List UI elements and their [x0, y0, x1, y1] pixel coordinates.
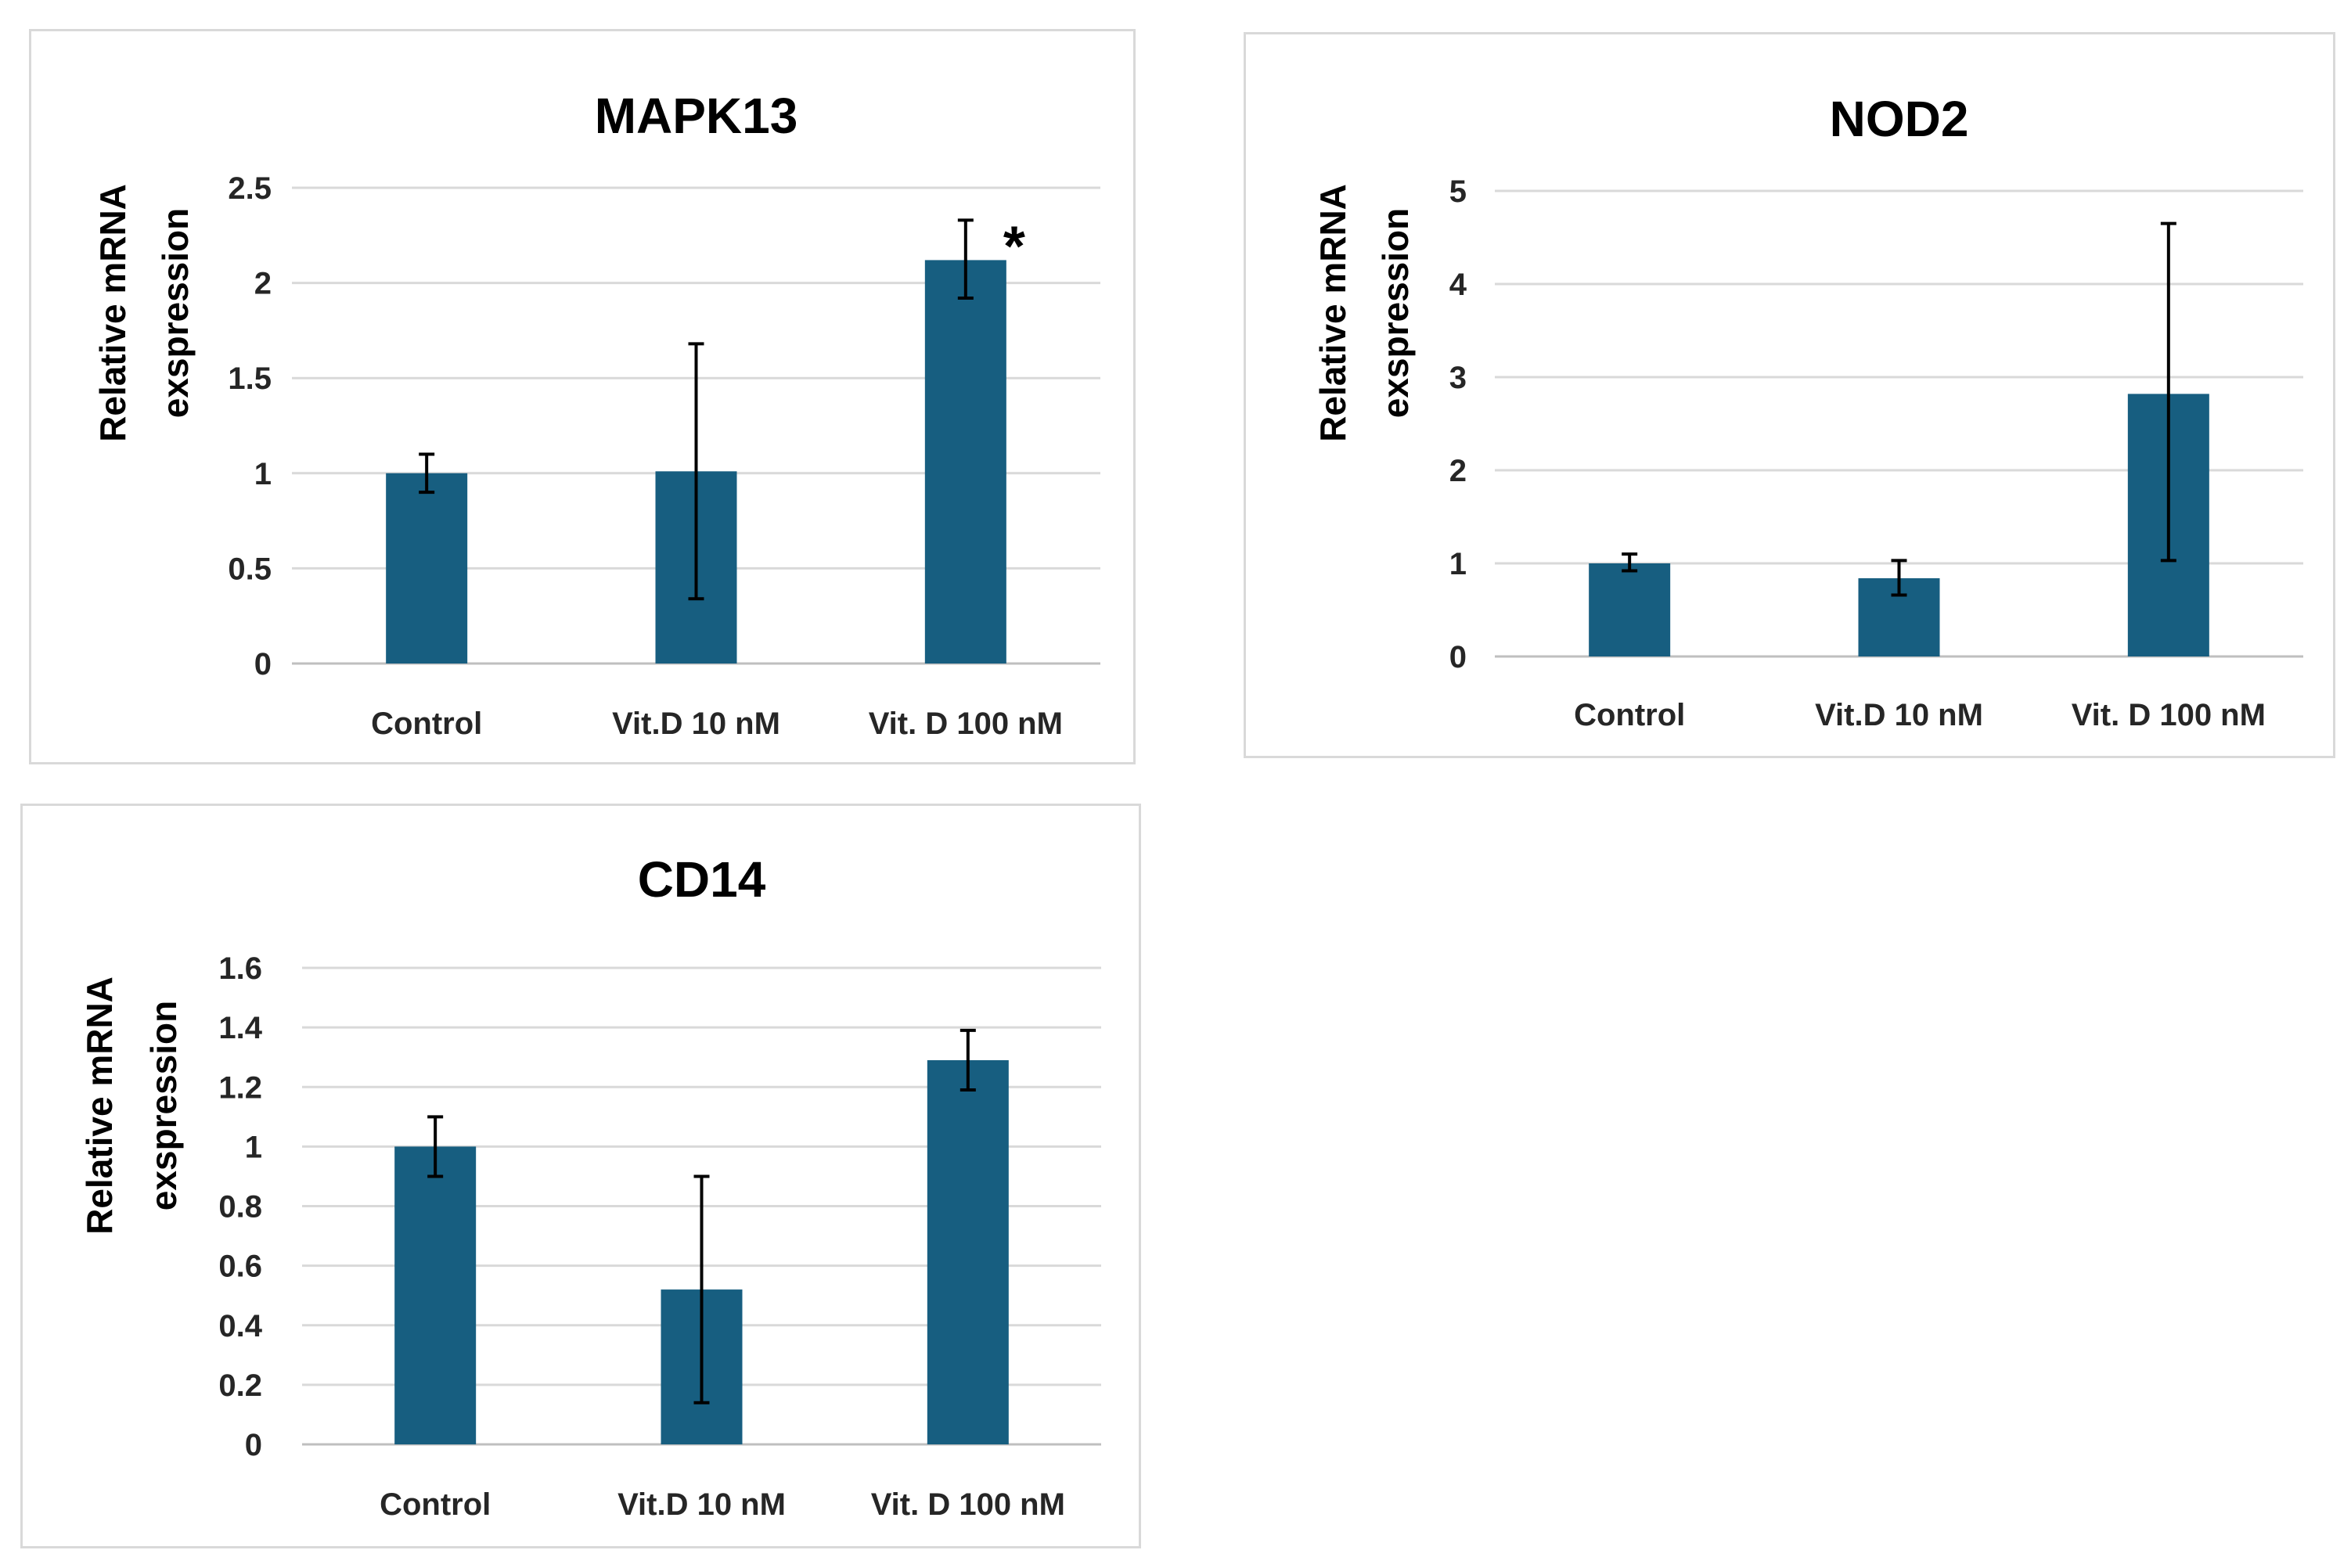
x-tick-label: Vit.D 10 nM — [617, 1487, 786, 1522]
y-tick-label: 1 — [1449, 547, 1467, 581]
y-axis-label: exspression — [155, 208, 196, 418]
y-axis-label: Relative mRNA — [79, 976, 120, 1235]
bar-control — [1589, 563, 1671, 656]
y-tick-label: 1.6 — [218, 951, 262, 986]
x-tick-label: Vit. D 100 nM — [871, 1487, 1065, 1522]
bar-control — [394, 1146, 477, 1444]
y-tick-label: 1.2 — [218, 1070, 262, 1105]
chart-panel-cd14: CD14 Relative mRNA exspression 0 0.2 0.4 0.6 0.… — [20, 804, 1141, 1548]
x-tick-label: Vit.D 10 nM — [612, 707, 780, 741]
y-tick-label: 0 — [254, 647, 272, 682]
y-tick-label: 2 — [254, 267, 272, 301]
y-axis-label: exspression — [143, 1001, 184, 1210]
bar-control — [386, 473, 468, 664]
y-tick-label: 0 — [1449, 640, 1467, 674]
significance-star: * — [1003, 215, 1025, 278]
y-tick-label: 1.5 — [228, 361, 272, 396]
x-tick-label: Control — [380, 1487, 491, 1522]
x-tick-label: Vit.D 10 nM — [1815, 698, 1983, 732]
y-tick-label: 2.5 — [228, 171, 272, 206]
x-tick-label: Control — [371, 707, 482, 741]
bar-vit-d-100-nm — [924, 260, 1006, 664]
y-tick-label: 4 — [1449, 268, 1467, 302]
y-axis-label: Relative mRNA — [1312, 184, 1353, 442]
y-tick-label: 0.4 — [218, 1309, 262, 1343]
y-tick-label: 0 — [245, 1428, 262, 1462]
y-tick-label: 1 — [245, 1130, 262, 1164]
x-tick-label: Vit. D 100 nM — [2072, 698, 2266, 732]
y-tick-label: 1 — [254, 457, 272, 491]
y-tick-label: 1.4 — [218, 1011, 262, 1045]
chart-svg: NOD2 Relative mRNA exspression 0 1 2 3 4 5 Contro… — [1312, 91, 2303, 732]
y-axis-label: Relative mRNA — [92, 184, 133, 442]
chart-title: NOD2 — [1830, 91, 1969, 147]
bar-vit-d-100-nm — [927, 1059, 1009, 1444]
y-tick-label: 0.5 — [228, 552, 272, 586]
chart-svg: MAPK13 Relative mRNA exspression 0 0.5 1 1.5 2 2… — [92, 88, 1100, 741]
y-tick-label: 5 — [1449, 174, 1467, 209]
x-tick-label: Vit. D 100 nM — [869, 707, 1063, 741]
y-tick-label: 0.8 — [218, 1190, 262, 1225]
chart-panel-mapk13: MAPK13 Relative mRNA exspression 0 0.5 1 1.5 2 2… — [29, 29, 1136, 764]
y-tick-label: 3 — [1449, 361, 1467, 395]
chart-title: MAPK13 — [595, 88, 798, 144]
y-axis-label: exspression — [1375, 208, 1416, 418]
y-tick-label: 0.6 — [218, 1250, 262, 1284]
chart-title: CD14 — [638, 851, 766, 908]
y-tick-label: 2 — [1449, 454, 1467, 488]
chart-svg: CD14 Relative mRNA exspression 0 0.2 0.4 0.6 0.… — [79, 851, 1101, 1522]
x-tick-label: Control — [1574, 698, 1685, 732]
chart-panel-nod2: NOD2 Relative mRNA exspression 0 1 2 3 4 5 Contro… — [1244, 32, 2335, 758]
y-tick-label: 0.2 — [218, 1368, 262, 1403]
